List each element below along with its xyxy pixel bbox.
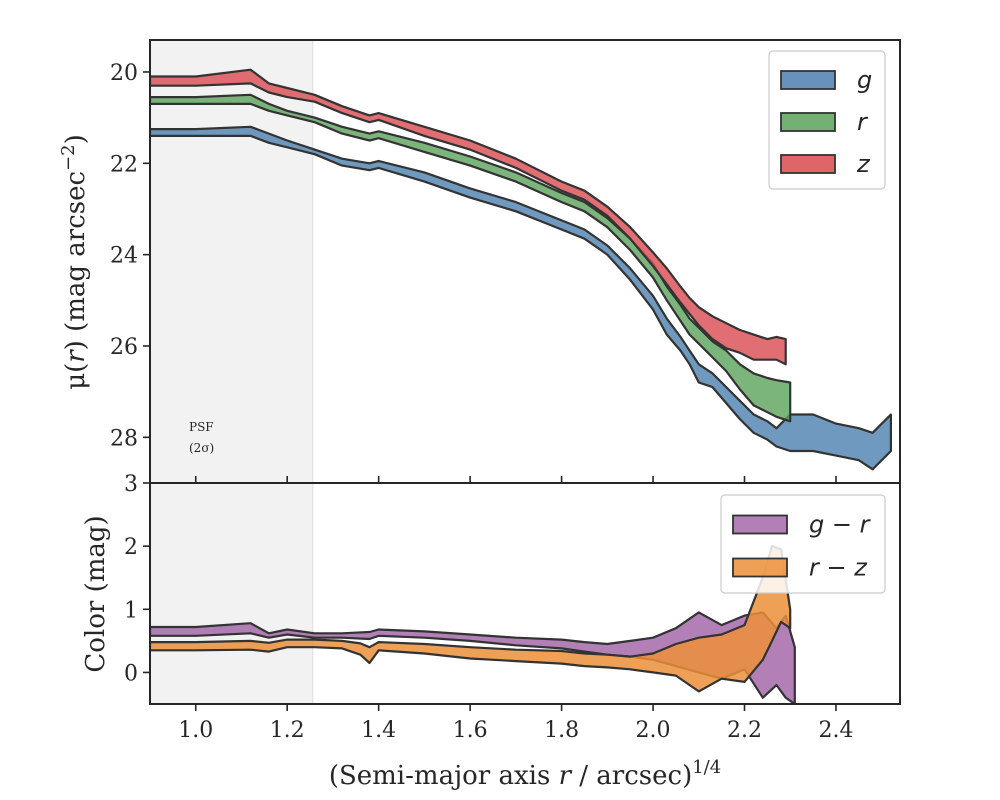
- xtick-label: 2.4: [818, 718, 853, 743]
- psf-region-bottom: [149, 482, 314, 705]
- legend-label-r: r: [857, 108, 869, 136]
- legend-swatch-z: [780, 154, 836, 174]
- bottom-legend: g − r r − z: [720, 494, 886, 594]
- band-g-r: [150, 611, 796, 704]
- xlabel-main: (Semi-major axis: [329, 761, 559, 791]
- xtick-label: 1.4: [361, 718, 396, 743]
- top-ytick-label: 24: [110, 244, 138, 269]
- xtick-label: 1.2: [270, 718, 305, 743]
- band-r-z: [150, 545, 792, 693]
- top-ylabel-prefix: μ(: [61, 363, 91, 390]
- xtick-label: 2.0: [636, 718, 671, 743]
- legend-label-z: z: [856, 150, 871, 178]
- psf-annotation-line1: PSF: [189, 420, 214, 434]
- bottom-y-axis-label: Color (mag): [81, 515, 111, 672]
- legend-label-g: g: [857, 66, 872, 94]
- bottom-ytick-label: 0: [124, 661, 138, 686]
- band-g: [150, 125, 892, 471]
- top-y-axis-label: μ(r) (mag arcsec−2): [58, 134, 91, 390]
- bottom-y-ticks: 0 1 2 3: [124, 472, 150, 686]
- xtick-label: 1.0: [178, 718, 213, 743]
- top-ytick-label: 28: [110, 426, 138, 451]
- top-y-ticks: 20 22 24 26 28: [110, 61, 150, 451]
- top-ytick-label: 26: [110, 335, 138, 360]
- bottom-ytick-label: 2: [124, 535, 138, 560]
- top-ytick-label: 20: [110, 61, 138, 86]
- xlabel-unit: / arcsec): [571, 761, 692, 791]
- band-z: [150, 68, 787, 366]
- top-legend: grz: [768, 50, 886, 190]
- legend-swatch-r-z: [732, 557, 788, 578]
- bottom-panel-frame: [149, 482, 901, 705]
- psf-region-top: [149, 39, 314, 484]
- surface-brightness-bands: [150, 68, 892, 471]
- color-bands: [150, 545, 796, 704]
- legend-swatch-r: [780, 112, 836, 132]
- legend-swatch-g-r: [732, 514, 788, 535]
- legend-swatch-g: [780, 70, 836, 90]
- x-ticks: 1.0 1.2 1.4 1.6 1.8 2.0 2.2 2.4: [178, 476, 853, 743]
- bottom-ytick-label: 3: [124, 472, 138, 497]
- xlabel-var: r: [559, 761, 573, 791]
- x-axis-label: (Semi-major axis r / arcsec)1/4: [329, 757, 721, 791]
- xtick-label: 1.8: [544, 718, 579, 743]
- top-ytick-label: 22: [110, 152, 138, 177]
- top-ylabel-sup: −2: [58, 144, 79, 171]
- top-ylabel-suffix: ) (mag arcsec: [61, 171, 91, 350]
- xtick-label: 1.6: [453, 718, 488, 743]
- band-r: [150, 93, 792, 423]
- psf-annotation-line2: (2σ): [189, 441, 214, 455]
- bottom-ytick-label: 1: [124, 598, 138, 623]
- legend-label-g-r: g − r: [809, 511, 872, 539]
- top-ylabel-close: ): [61, 134, 91, 144]
- top-ylabel-var: r: [61, 349, 91, 363]
- xlabel-sup: 1/4: [692, 757, 721, 778]
- legend-label-r-z: r − z: [809, 554, 868, 582]
- color-panel: 0 1 2 3 1.0 1.2 1.4 1.6 1.8 2.0 2.2 2.4 Color (mag…: [81, 472, 901, 791]
- xtick-label: 2.2: [727, 718, 762, 743]
